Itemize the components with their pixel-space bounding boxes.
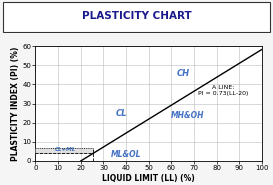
- Text: MH&OH: MH&OH: [171, 111, 204, 120]
- Text: CH: CH: [176, 68, 189, 78]
- Text: PLASTICITY CHART: PLASTICITY CHART: [82, 11, 191, 21]
- Text: CL: CL: [116, 109, 127, 118]
- X-axis label: LIQUID LIMIT (LL) (%): LIQUID LIMIT (LL) (%): [102, 174, 195, 183]
- Text: CL+ML: CL+ML: [54, 147, 76, 152]
- Y-axis label: PLASTICITY INDEX (PI) (%): PLASTICITY INDEX (PI) (%): [11, 46, 20, 161]
- Bar: [35, 148, 93, 153]
- Text: A LINE:
PI = 0.73(LL-20): A LINE: PI = 0.73(LL-20): [198, 85, 249, 96]
- Text: ML&OL: ML&OL: [111, 150, 141, 159]
